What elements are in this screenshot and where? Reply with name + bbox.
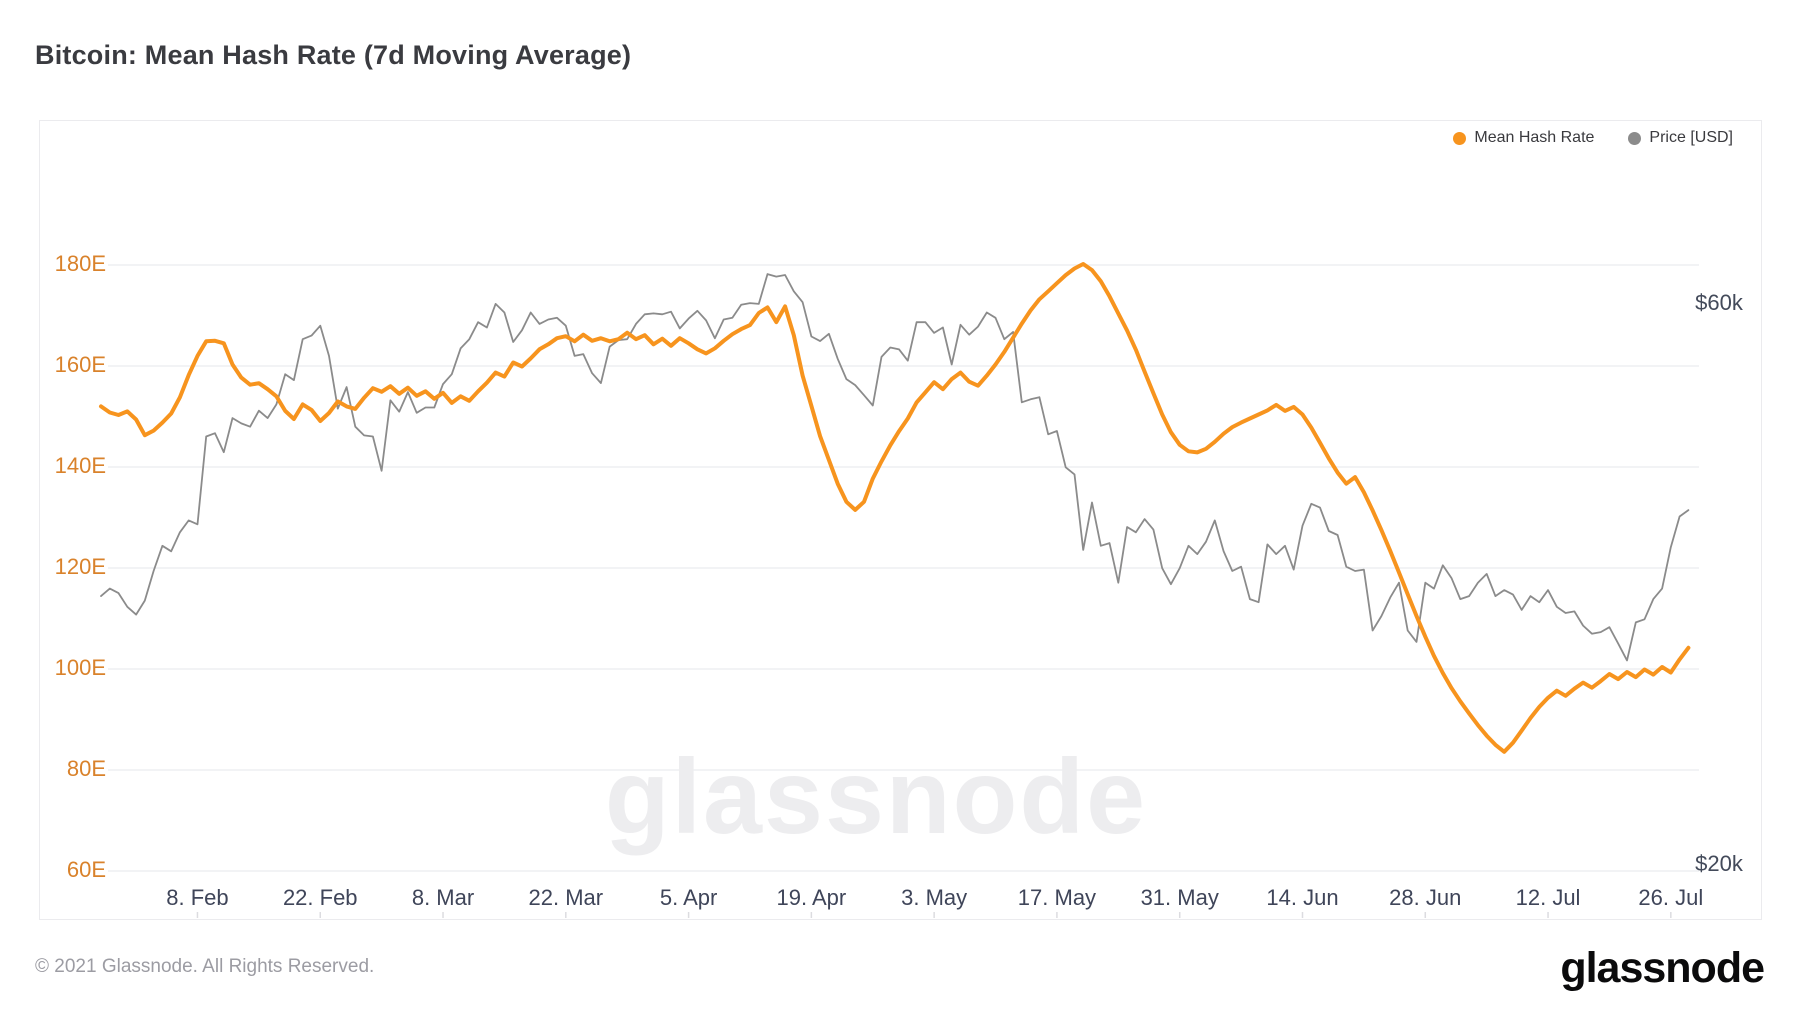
footer: © 2021 Glassnode. All Rights Reserved. g…	[0, 942, 1800, 1002]
y-axis-left-label: 80E	[67, 756, 106, 781]
y-axis-left-label: 140E	[55, 453, 106, 478]
chart-panel: Mean Hash Rate Price [USD] 180E 160E 140E 1…	[39, 120, 1762, 920]
legend-label: Mean Hash Rate	[1474, 129, 1595, 146]
x-axis-label: 8. Feb	[166, 885, 228, 910]
x-axis-label: 28. Jun	[1389, 885, 1461, 910]
legend-item-price-usd[interactable]: Price [USD]	[1628, 129, 1733, 147]
x-axis-label: 14. Jun	[1266, 885, 1338, 910]
x-axis-label: 17. May	[1018, 885, 1096, 910]
series-line-price-usd	[100, 273, 1690, 662]
y-axis-left-label: 120E	[55, 554, 106, 579]
x-axis-label: 26. Jul	[1638, 885, 1703, 910]
x-axis-label: 5. Apr	[660, 885, 717, 910]
chart-legend: Mean Hash Rate Price [USD]	[1453, 129, 1733, 147]
legend-dot-orange-icon	[1453, 131, 1467, 145]
series-line-mean-hash-rate	[99, 262, 1691, 754]
x-axis-label: 3. May	[901, 885, 967, 910]
y-axis-right-label: $60k	[1695, 290, 1744, 315]
legend-item-mean-hash-rate[interactable]: Mean Hash Rate	[1453, 129, 1594, 147]
legend-dot-gray-icon	[1628, 131, 1642, 145]
x-axis-label: 12. Jul	[1516, 885, 1581, 910]
y-axis-right-label: $20k	[1695, 851, 1744, 876]
legend-label: Price [USD]	[1649, 129, 1733, 146]
y-axis-left-label: 60E	[67, 857, 106, 882]
y-axis-left-label: 180E	[55, 251, 106, 276]
x-axis-label: 22. Feb	[283, 885, 358, 910]
glassnode-logo: glassnode	[1560, 944, 1765, 992]
page-title: Bitcoin: Mean Hash Rate (7d Moving Avera…	[35, 40, 632, 70]
y-axis-left-label: 160E	[55, 352, 106, 377]
y-axis-left-label: 100E	[55, 655, 106, 680]
x-axis-label: 22. Mar	[529, 885, 604, 910]
footer-copyright: © 2021 Glassnode. All Rights Reserved.	[35, 956, 375, 977]
glassnode-watermark: glassnode	[605, 738, 1147, 856]
chart-canvas[interactable]: 180E 160E 140E 120E 100E 80E 60E $60k $20k 8. Feb…	[40, 121, 1761, 919]
x-axis-label: 8. Mar	[412, 885, 474, 910]
x-axis-label: 31. May	[1141, 885, 1219, 910]
x-axis-label: 19. Apr	[777, 885, 847, 910]
